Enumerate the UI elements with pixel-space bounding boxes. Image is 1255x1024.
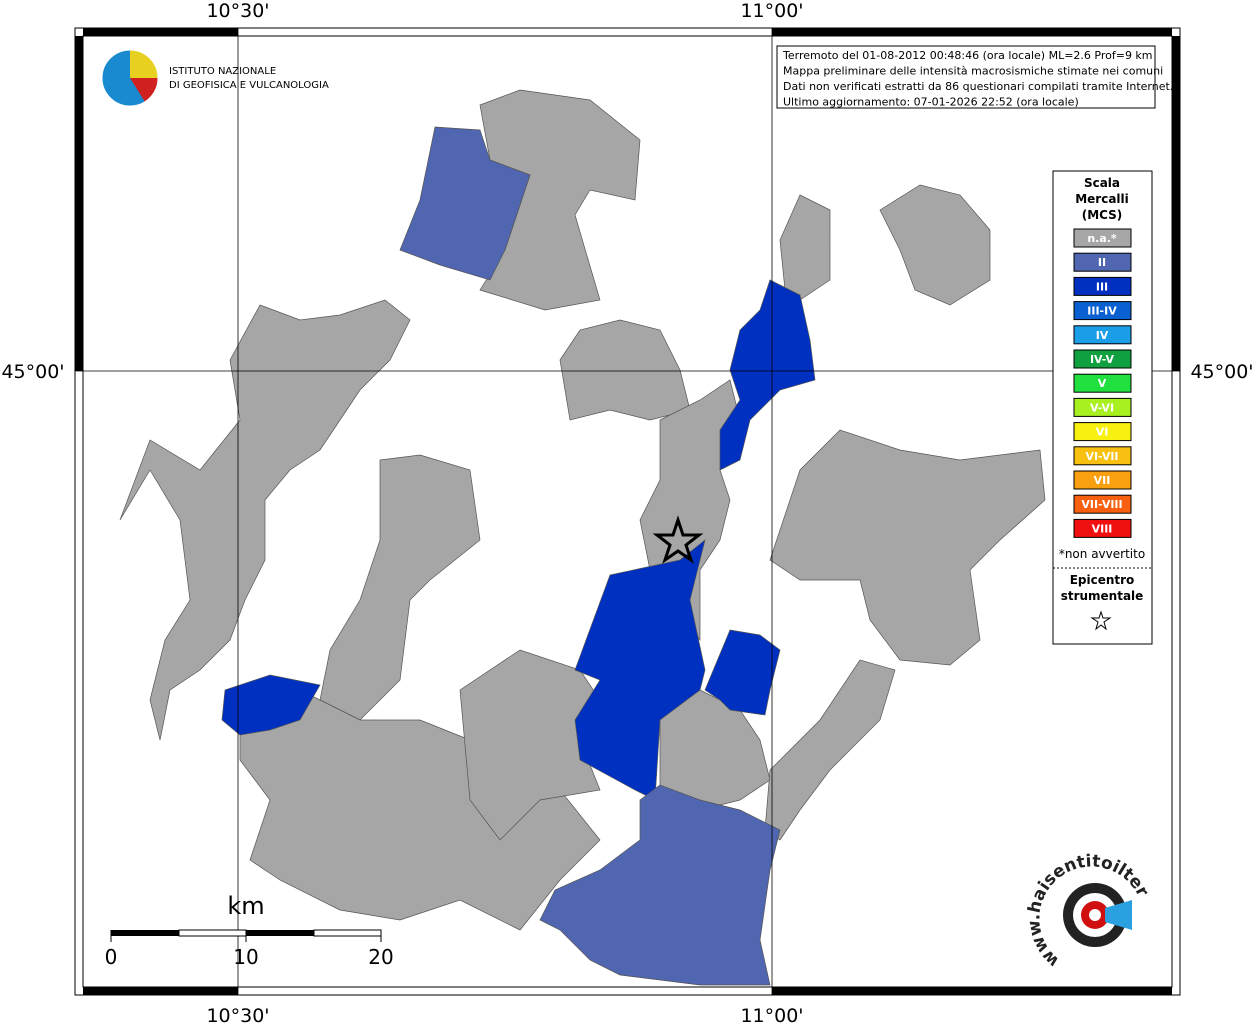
legend-label: VI-VII — [1085, 450, 1118, 463]
legend-swatch — [1073, 422, 1132, 442]
legend-title: Scala — [1084, 176, 1120, 190]
scale-unit: km — [227, 892, 264, 920]
legend-star — [1090, 610, 1112, 631]
lat-label: 45°00' — [1190, 361, 1253, 383]
info-line: Terremoto del 01-08-2012 00:48:46 (ora l… — [782, 49, 1153, 62]
legend-swatch — [1073, 252, 1132, 272]
legend-label: VII — [1094, 474, 1111, 487]
epicenter — [652, 515, 704, 564]
lon-label: 11°00' — [740, 0, 803, 22]
legend-swatch — [1073, 446, 1132, 466]
legend-note: *non avvertito — [1059, 547, 1145, 561]
border — [75, 28, 1180, 995]
legend-swatch — [1073, 470, 1132, 490]
legend-label: IV — [1096, 329, 1109, 342]
legend-swatch — [1073, 301, 1132, 321]
info-line: Dati non verificati estratti da 86 quest… — [783, 80, 1173, 93]
legend-swatch — [1073, 349, 1132, 369]
lat-label: 45°00' — [1, 361, 64, 383]
legend-label: V — [1098, 377, 1107, 390]
municipalities — [119, 89, 1046, 986]
legend-epicenter: strumentale — [1061, 589, 1144, 603]
legend-title: Mercalli — [1075, 192, 1129, 206]
graticule — [75, 28, 1180, 995]
legend-swatch — [1073, 373, 1132, 393]
legend-swatch — [1073, 518, 1132, 538]
info-box — [776, 45, 1156, 109]
legend-label: III-IV — [1087, 305, 1117, 318]
legend-label: V-VI — [1090, 401, 1114, 414]
legend-swatch — [1073, 397, 1132, 417]
legend-label: III — [1096, 280, 1108, 293]
scale-label: 0 — [105, 945, 118, 969]
institute: DI GEOFISICA E VULCANOLOGIA — [169, 80, 329, 91]
legend-swatch — [1073, 276, 1132, 296]
legend-label: n.a.* — [1087, 232, 1117, 245]
info-line: Ultimo aggiornamento: 07-01-2026 22:52 (… — [783, 96, 1079, 109]
ingv-logo: ISTITUTO NAZIONALE DI GEOFISICA E VULCAN… — [101, 49, 329, 107]
lon-label: 11°00' — [740, 1005, 803, 1024]
legend-epicenter: Epicentro — [1070, 573, 1135, 587]
scale-bar: km — [111, 892, 382, 937]
legend-label: VIII — [1092, 522, 1113, 535]
scale-label: 10 — [233, 945, 258, 969]
lon-label: 10°30' — [206, 0, 269, 22]
legend-title: (MCS) — [1082, 208, 1123, 222]
legend-label: VI — [1096, 426, 1109, 439]
legend-swatch — [1073, 325, 1132, 345]
map-area — [82, 35, 1173, 988]
legend-label: VII-VIII — [1081, 498, 1122, 511]
legend-label: IV-V — [1090, 353, 1115, 366]
legend-swatch — [1073, 228, 1132, 248]
info-line: Mappa preliminare delle intensità macros… — [783, 65, 1163, 78]
scale-label: 20 — [368, 945, 393, 969]
lon-label: 10°30' — [206, 1005, 269, 1024]
institute: ISTITUTO NAZIONALE — [169, 66, 276, 77]
legend-swatch — [1073, 494, 1132, 514]
legend-label: II — [1098, 256, 1106, 269]
